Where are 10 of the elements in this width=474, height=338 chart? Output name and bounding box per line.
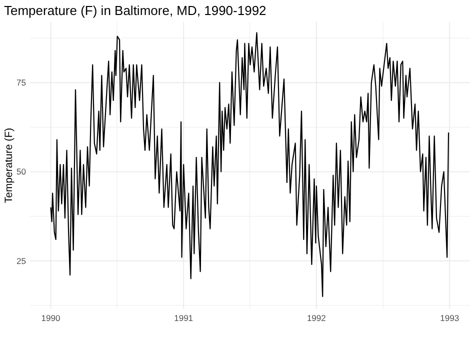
x-tick-label: 1993 [440, 313, 460, 323]
y-tick-label: 25 [16, 256, 26, 266]
y-tick-label: 75 [16, 78, 26, 88]
line-series [50, 32, 450, 298]
x-tick-label: 1991 [174, 313, 194, 323]
y-tick-label: 50 [16, 166, 26, 177]
y-axis-title: Temperature (F) [3, 128, 15, 204]
chart-title: Temperature (F) in Baltimore, MD, 1990-1992 [4, 3, 266, 18]
x-tick-label: 1992 [306, 313, 326, 323]
x-tick-label: 1990 [41, 313, 60, 323]
